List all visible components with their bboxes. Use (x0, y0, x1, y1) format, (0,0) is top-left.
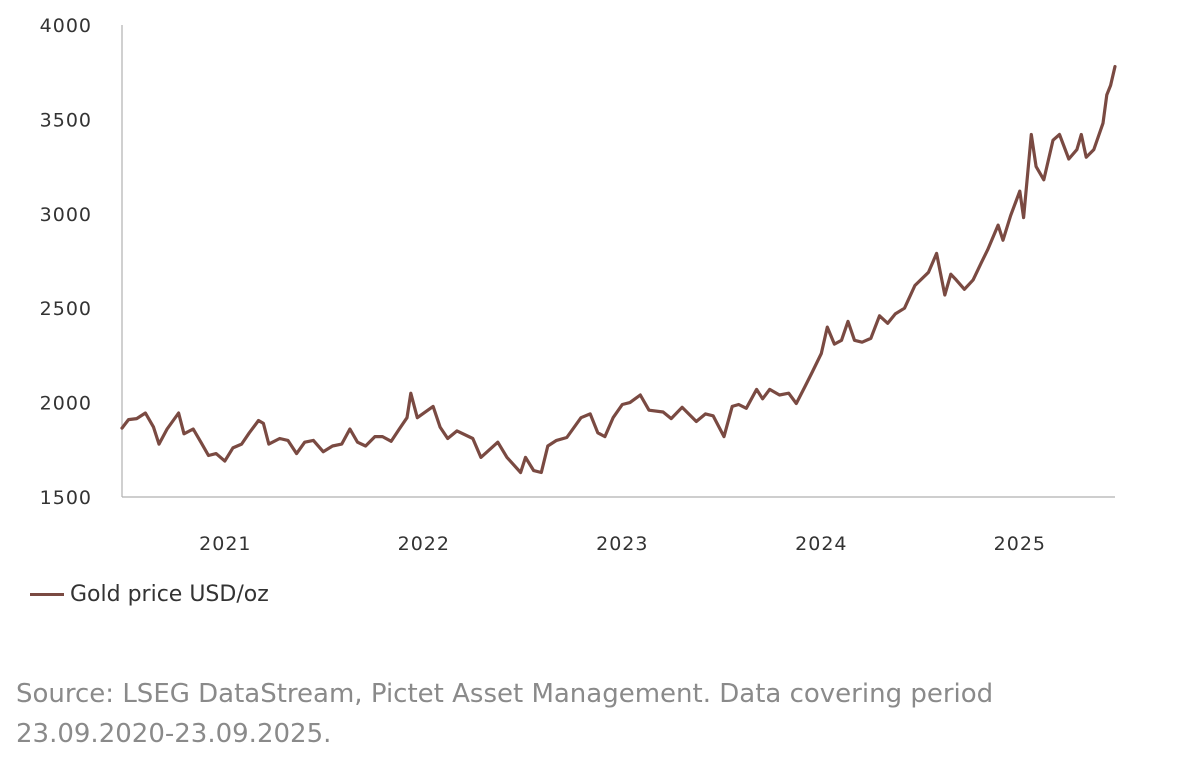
source-note-line-1: Source: LSEG DataStream, Pictet Asset Ma… (16, 679, 994, 709)
y-tick-label-2000: 2000 (40, 393, 92, 415)
source-note: Source: LSEG DataStream, Pictet Asset Ma… (16, 674, 1166, 754)
legend-label-gold: Gold price USD/oz (70, 582, 269, 607)
source-note-line-2: 23.09.2020-23.09.2025. (16, 719, 332, 749)
y-tick-label-1500: 1500 (40, 487, 92, 509)
x-tick-label-2024: 2024 (795, 533, 847, 555)
y-tick-label-4000: 4000 (40, 15, 92, 37)
x-tick-label-2022: 2022 (398, 533, 450, 555)
x-axis-ticks: 2021 2022 2023 2024 2025 (199, 533, 1046, 555)
legend: Gold price USD/oz (30, 582, 269, 607)
x-tick-label-2025: 2025 (994, 533, 1046, 555)
y-tick-label-3500: 3500 (40, 109, 92, 131)
y-tick-label-3000: 3000 (40, 204, 92, 226)
x-tick-label-2023: 2023 (596, 533, 648, 555)
legend-swatch-gold (30, 593, 64, 596)
gold-price-line (120, 64, 1117, 475)
x-tick-label-2021: 2021 (199, 533, 251, 555)
y-axis-ticks: 1500 2000 2500 3000 3500 4000 (40, 15, 92, 509)
y-tick-label-2500: 2500 (40, 298, 92, 320)
